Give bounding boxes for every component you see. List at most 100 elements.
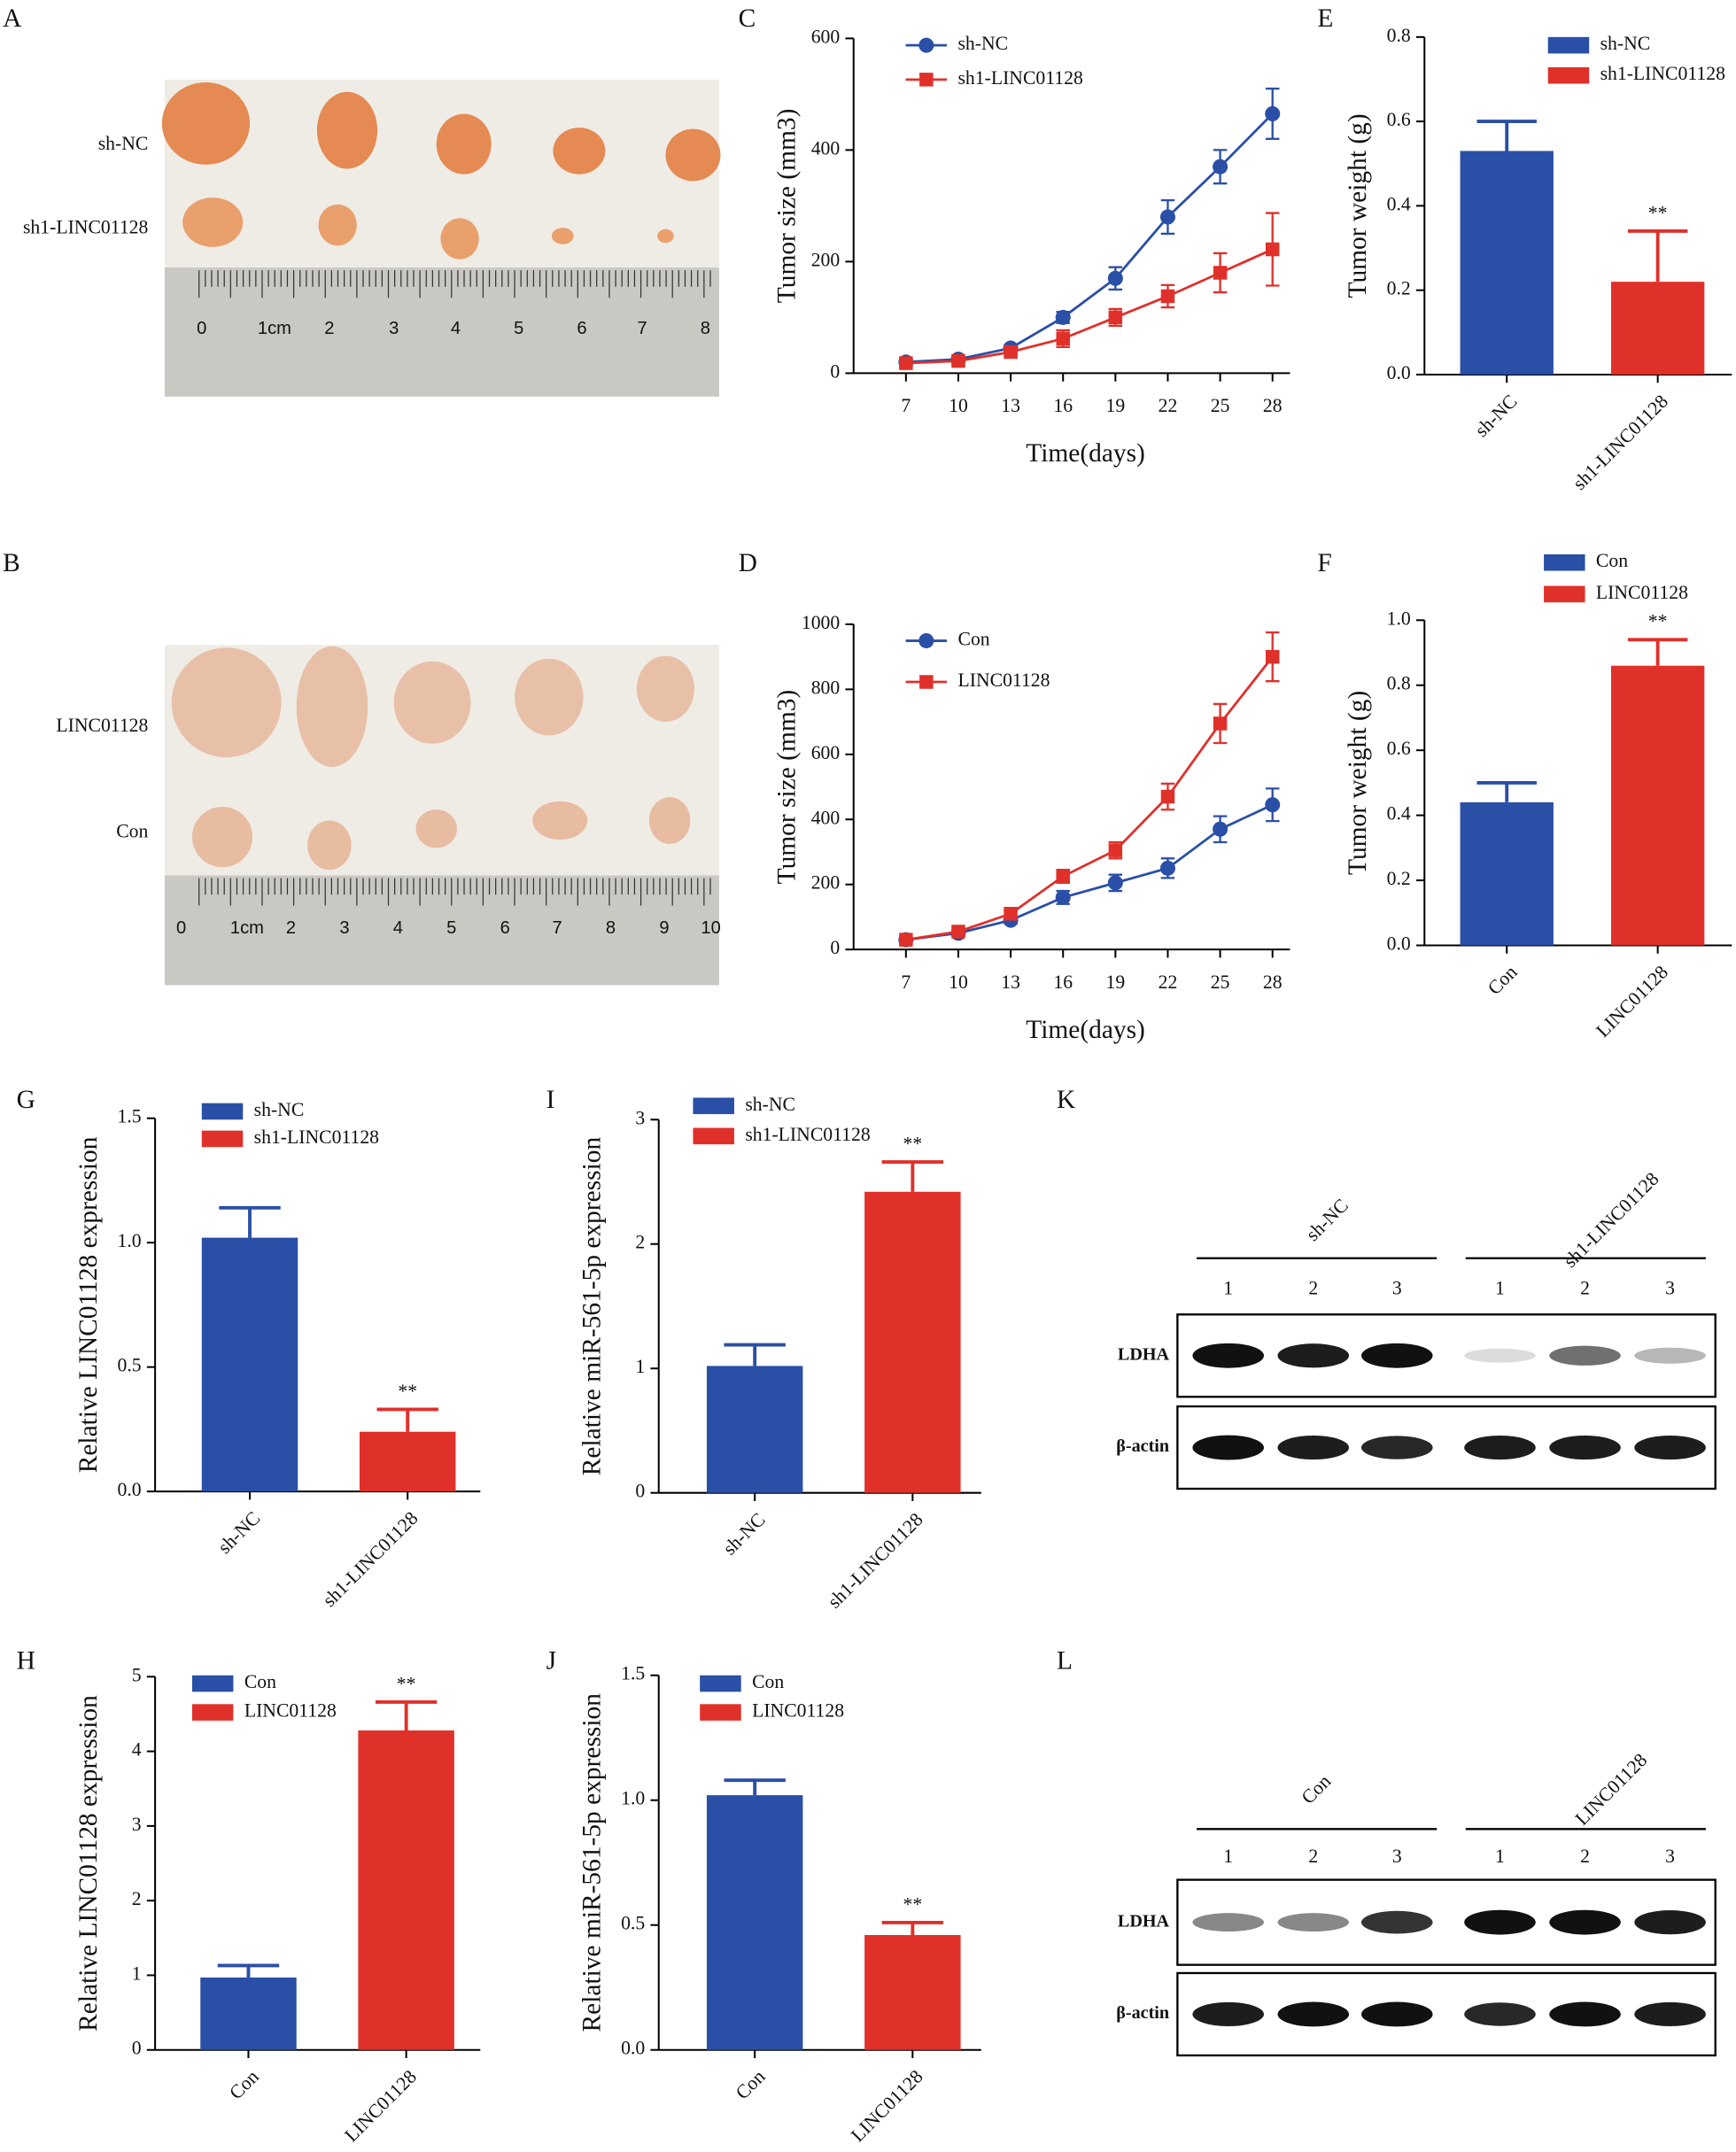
bar [1460, 801, 1554, 946]
band [1277, 2001, 1350, 2027]
legend-swatch [1544, 585, 1585, 603]
band [1192, 1343, 1264, 1368]
band [1634, 2001, 1706, 2027]
tumor [316, 91, 378, 169]
bar [359, 1431, 456, 1492]
x-tick-label: 22 [1159, 971, 1178, 993]
legend-swatch [201, 1130, 244, 1148]
band [1464, 1435, 1536, 1460]
ruler-label: 2 [286, 918, 296, 938]
x-axis-label: Time(days) [1026, 439, 1145, 468]
tumor [551, 228, 574, 244]
legend-label: sh1-LINC01128 [957, 67, 1083, 89]
legend-swatch [1547, 36, 1590, 54]
error-bar [1476, 780, 1537, 802]
panel-letter: L [1057, 1647, 1073, 1676]
marker [1055, 889, 1071, 905]
tumor [436, 113, 492, 174]
significance: ** [903, 1133, 923, 1154]
marker [1160, 289, 1175, 304]
tumor [648, 797, 691, 844]
panel-letter: B [3, 549, 20, 577]
y-tick-label: 600 [811, 742, 841, 763]
marker [1107, 270, 1123, 286]
panel-letter: A [3, 4, 22, 33]
x-tick-label: 19 [1106, 971, 1126, 993]
y-tick-label: 0 [830, 360, 840, 382]
y-axis-label: Tumor size (mm3) [773, 690, 802, 885]
category-label: LINC01128 [1592, 961, 1672, 1041]
error-bar [881, 1160, 944, 1192]
marker [1265, 105, 1281, 121]
y-tick-label: 800 [811, 677, 841, 698]
lane-label: 2 [1580, 1846, 1590, 1867]
error-bar [375, 1700, 438, 1730]
y-tick-label: 2 [132, 1888, 142, 1909]
series-line [905, 112, 1274, 364]
legend-swatch [693, 1127, 734, 1145]
tumor [532, 801, 588, 840]
significance: ** [397, 1673, 416, 1694]
ruler-label: 6 [577, 319, 586, 338]
error-bar [376, 1407, 438, 1432]
row-label: sh-NC [98, 133, 149, 154]
marker [1265, 242, 1280, 257]
group-label: Con [1298, 1770, 1336, 1808]
band [1549, 1345, 1621, 1366]
row-label: sh1-LINC01128 [23, 217, 149, 238]
row-label: LDHA [1118, 1911, 1170, 1931]
lane-label: 2 [1308, 1846, 1318, 1867]
row-label: LINC01128 [56, 715, 148, 736]
marker [1004, 907, 1018, 921]
category-label: sh1-LINC01128 [319, 1507, 422, 1611]
tumor [636, 655, 695, 722]
legend-swatch [201, 1103, 244, 1120]
tumor [161, 81, 251, 165]
band [1192, 1435, 1264, 1460]
marker [1108, 843, 1123, 857]
ruler [164, 267, 719, 397]
y-tick-label: 0 [132, 2038, 142, 2059]
panel-letter: K [1057, 1086, 1075, 1114]
y-tick-label: 600 [811, 26, 841, 47]
y-axis-label: Relative LINC01128 expression [74, 1695, 103, 2032]
x-tick-label: 28 [1263, 395, 1283, 416]
band [1360, 1343, 1433, 1368]
marker [899, 356, 913, 370]
band [1634, 1910, 1706, 1935]
x-tick-label: 16 [1053, 971, 1073, 993]
category-label: Con [225, 2066, 263, 2104]
series-line [905, 803, 1274, 941]
ruler-label: 2 [324, 319, 334, 338]
row-label: β-actin [1116, 1436, 1169, 1456]
bar [358, 1730, 454, 2050]
marker [1056, 331, 1070, 346]
ruler-label: 5 [514, 319, 523, 338]
x-tick-label: 7 [901, 395, 911, 416]
band [1360, 1436, 1433, 1459]
y-axis-label: Relative LINC01128 expression [74, 1136, 103, 1473]
bar [864, 1191, 961, 1493]
y-axis-label: Relative miR-561-5p expression [578, 1136, 607, 1475]
lane-label: 1 [1223, 1846, 1233, 1867]
bar [864, 1935, 961, 2050]
band [1277, 1913, 1350, 1932]
y-tick-label: 1.5 [621, 1663, 645, 1684]
y-axis-label: Tumor weight (g) [1344, 691, 1372, 875]
x-tick-label: 10 [949, 395, 968, 416]
marker [1265, 649, 1280, 664]
row-label: Con [116, 820, 148, 841]
bar [1610, 282, 1705, 375]
legend-label: sh-NC [745, 1094, 795, 1115]
y-tick-label: 1 [132, 1962, 142, 1984]
legend-label: LINC01128 [752, 1700, 844, 1722]
significance: ** [1648, 202, 1668, 223]
ruler [164, 875, 719, 986]
row-label: LDHA [1118, 1344, 1170, 1364]
legend-label: sh1-LINC01128 [254, 1126, 380, 1148]
x-tick-label: 22 [1159, 395, 1178, 416]
legend-label: Con [244, 1671, 276, 1692]
error-bar [881, 1920, 944, 1936]
y-tick-label: 0.0 [118, 1479, 142, 1500]
marker [1159, 860, 1175, 876]
